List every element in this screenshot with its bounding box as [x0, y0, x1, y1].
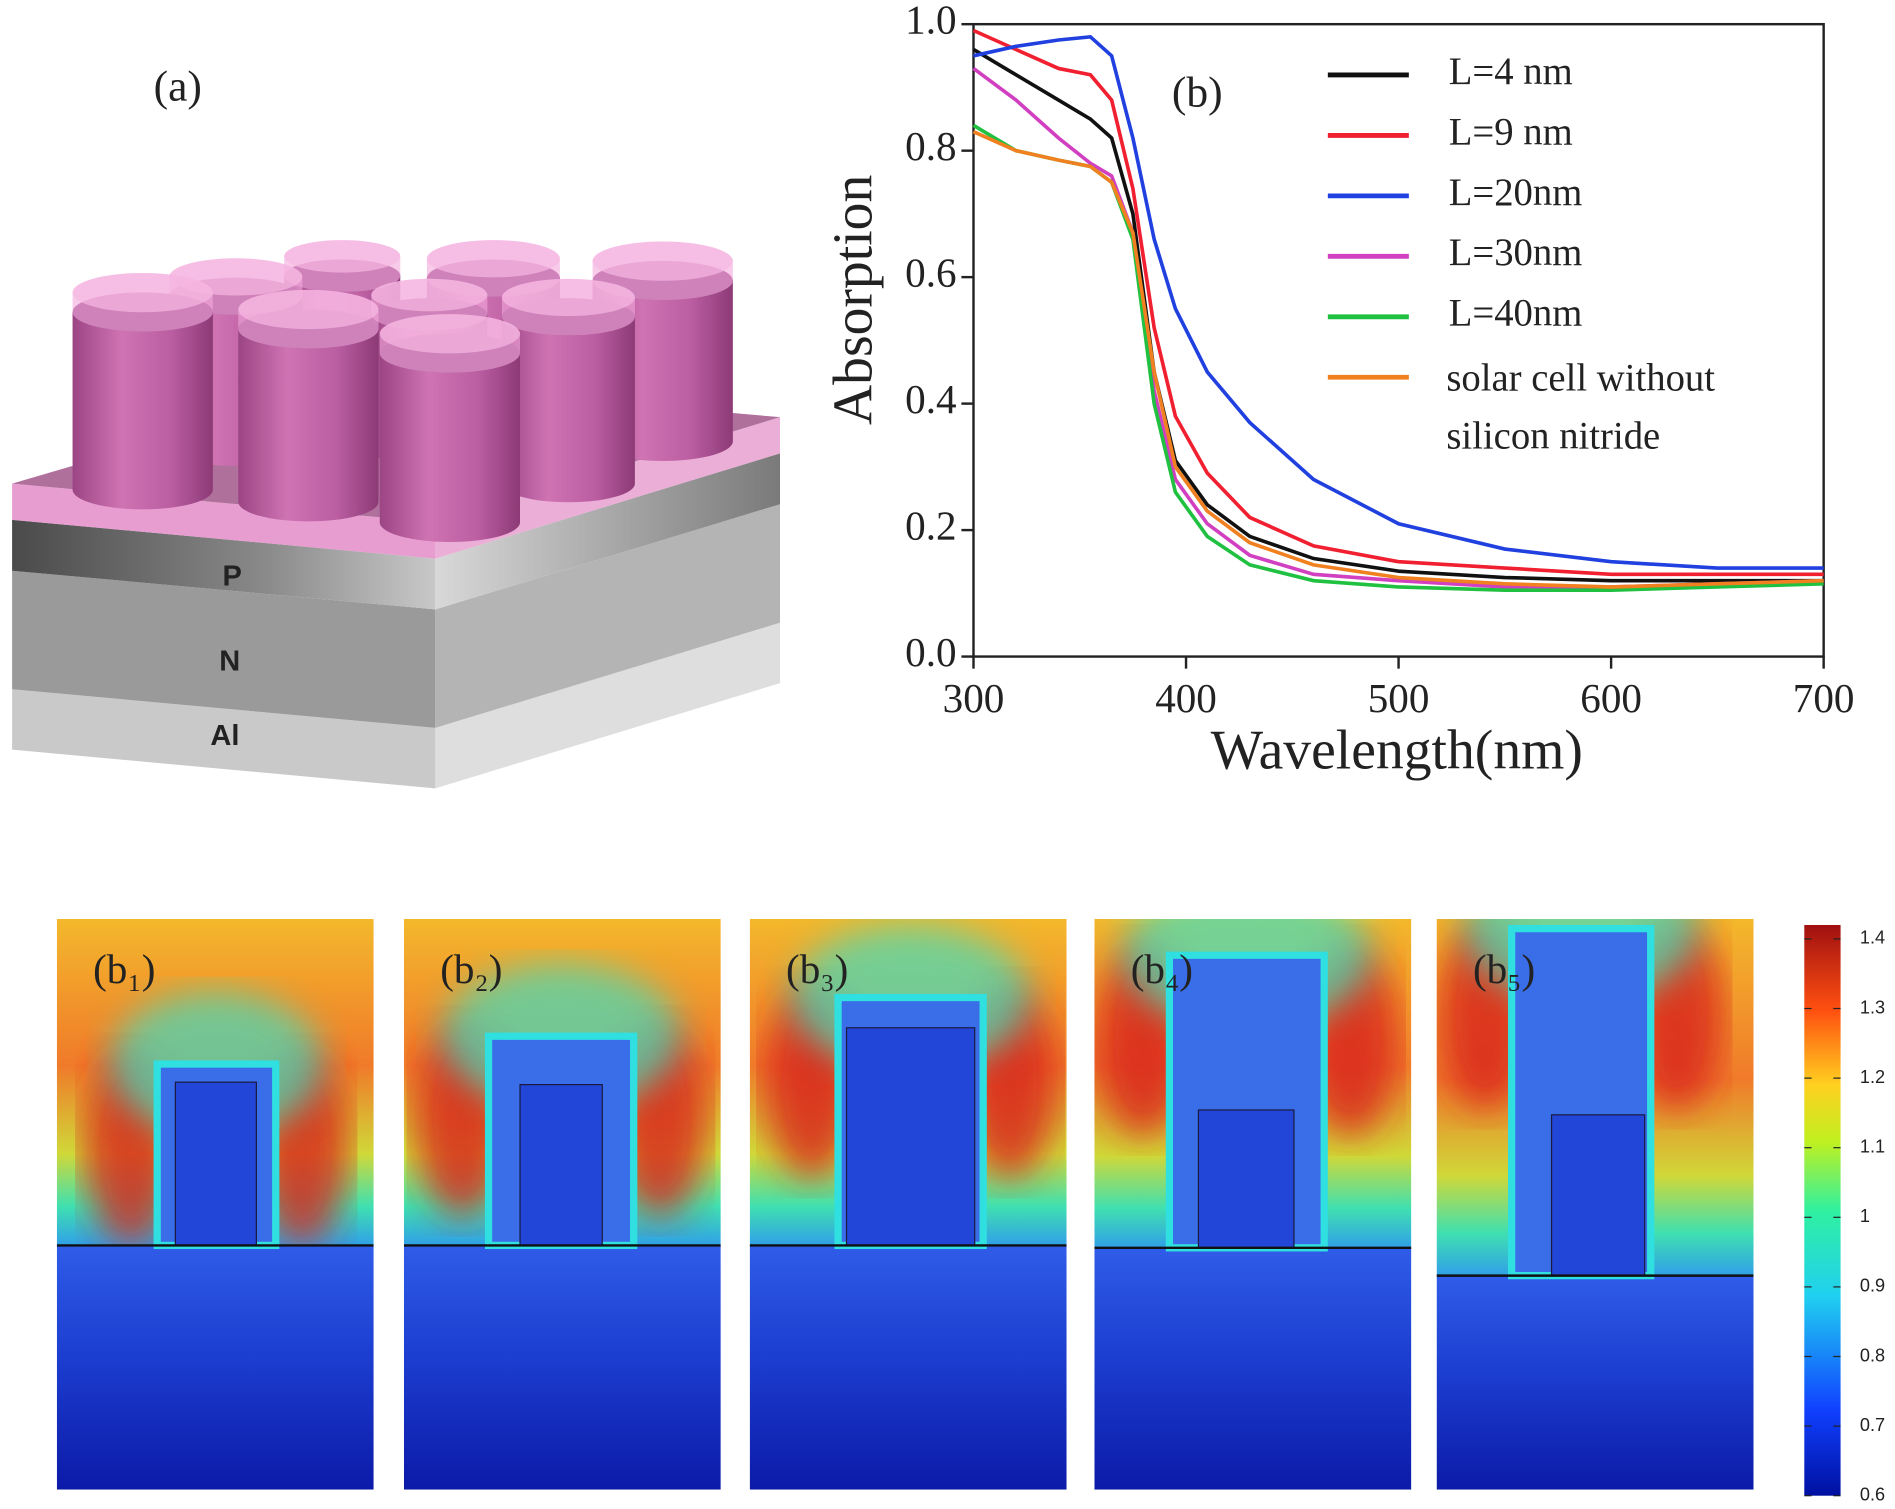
- colorbar: [1804, 924, 1841, 1496]
- nitride-cap-top: [379, 314, 521, 354]
- p-front: [12, 519, 436, 610]
- layer-label: N: [219, 645, 240, 677]
- legend-label: solar cell without silicon nitride: [1446, 355, 1716, 458]
- layer-label: P: [223, 561, 242, 593]
- field-maps: (b₁) (b₂) (b₃) (b₄) (b₅) 0.6 0.7 0.8 0.9 1 1.1 1.2 1…: [56, 918, 1885, 1504]
- panel-label: (a): [154, 63, 202, 111]
- field-lower: [56, 1245, 374, 1490]
- pillar: [845, 1027, 976, 1247]
- colorbar-label: 1.1: [1860, 1137, 1885, 1157]
- field-map: [403, 918, 721, 1490]
- nitride-cap-top: [371, 278, 488, 312]
- panel-label: (b₄): [1131, 946, 1193, 993]
- field-map: [749, 918, 1067, 1490]
- x-tick-label: 500: [1368, 675, 1430, 721]
- nitride-cap-top: [426, 240, 560, 278]
- colorbar-label: 0.9: [1860, 1276, 1885, 1296]
- al-front: [12, 689, 436, 789]
- panel-label: (b): [1172, 69, 1223, 117]
- device-diagram: [12, 240, 781, 789]
- colorbar-label: 1.3: [1860, 997, 1885, 1017]
- n-front: [12, 570, 436, 728]
- y-tick-label: 1.0: [905, 0, 956, 43]
- panel-label: (b₁): [93, 946, 155, 993]
- layer-label: Al: [210, 720, 239, 752]
- y-tick-label: 0.6: [905, 250, 956, 296]
- legend-label: L=40nm: [1449, 293, 1583, 335]
- series-line: [973, 34, 1824, 570]
- legend-label: L=20nm: [1449, 172, 1583, 214]
- panel-label: (b₃): [786, 946, 848, 993]
- field-map: [1436, 918, 1754, 1490]
- x-tick-label: 600: [1580, 675, 1642, 721]
- y-tick-label: 0.2: [905, 503, 956, 549]
- field-lower: [403, 1245, 721, 1490]
- field-map: [1094, 918, 1412, 1490]
- pillars: [72, 240, 733, 542]
- field-map: [56, 918, 374, 1490]
- series-line: [972, 130, 1824, 589]
- pillar-body: [501, 316, 635, 503]
- pillar-body: [379, 353, 521, 542]
- y-axis-title: Absorption: [822, 175, 884, 425]
- field-lower: [1436, 1275, 1754, 1490]
- colorbar-label: 0.6: [1860, 1484, 1885, 1504]
- colorbar-label: 1.4: [1860, 928, 1885, 948]
- colorbar-label: 0.8: [1860, 1345, 1885, 1365]
- legend-label: L=9 nm: [1449, 111, 1573, 153]
- n-side: [435, 504, 781, 728]
- field-lower: [749, 1245, 1067, 1490]
- nitride-cap-top: [592, 241, 733, 281]
- nitride-cap-top: [238, 289, 379, 330]
- line-chart: (b) Wavelength(nm) Absorption 300 400 500 6…: [822, 0, 1854, 781]
- y-tick-label: 0.8: [905, 123, 956, 169]
- field-lower: [1094, 1247, 1412, 1490]
- pillar-body: [72, 311, 213, 510]
- colorbar-label: 1: [1860, 1206, 1870, 1226]
- panel-label: (b₅): [1473, 946, 1535, 993]
- pillar: [519, 1083, 603, 1247]
- colorbar-label: 0.7: [1860, 1415, 1885, 1435]
- series-line: [972, 47, 1824, 583]
- y-tick-label: 0.0: [905, 629, 956, 675]
- nitride-cap-top: [284, 240, 401, 273]
- panel-label: (b₂): [440, 946, 502, 993]
- series-line: [972, 66, 1824, 589]
- al-side: [435, 622, 781, 789]
- x-tick-label: 300: [943, 675, 1005, 721]
- pillar-body: [238, 328, 379, 522]
- legend-label: L=4 nm: [1449, 51, 1573, 93]
- y-tick-label: 0.4: [905, 376, 956, 422]
- x-tick-label: 700: [1793, 675, 1855, 721]
- colorbar-label: 1.2: [1860, 1067, 1885, 1087]
- legend-label: L=30nm: [1449, 232, 1583, 274]
- x-tick-label: 400: [1155, 675, 1217, 721]
- nitride-cap-top: [72, 272, 213, 313]
- series-line: [972, 28, 1824, 577]
- p-side: [435, 453, 781, 610]
- x-axis-title: Wavelength(nm): [1211, 719, 1583, 781]
- legend-label-box: solar cell without silicon nitride: [1446, 355, 1716, 458]
- pillar: [1197, 1109, 1295, 1249]
- nitride-cap-top: [501, 278, 635, 317]
- pillar: [174, 1081, 257, 1247]
- pillar: [1550, 1114, 1646, 1277]
